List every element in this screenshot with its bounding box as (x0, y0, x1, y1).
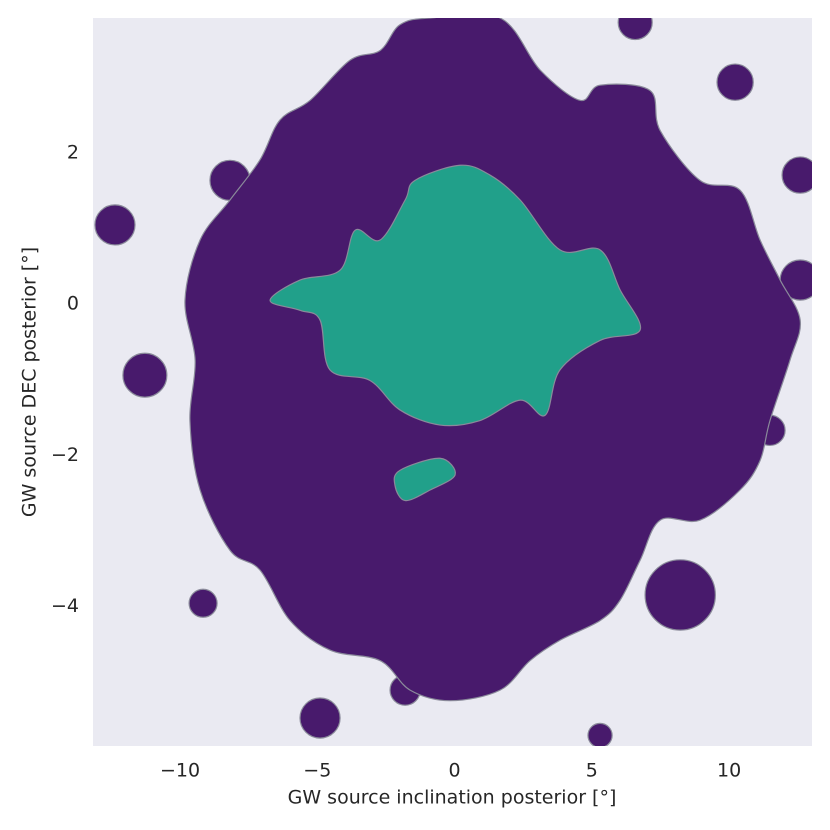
contour-spot (94, 204, 136, 246)
x-tick-label: −5 (303, 760, 331, 782)
plot-area (94, 18, 812, 746)
x-axis-label: GW source inclination posterior [°] (288, 787, 617, 809)
contour-spot (716, 63, 754, 101)
y-tick-label: 0 (67, 293, 79, 315)
contour-spot (781, 156, 812, 194)
y-tick-label: −2 (51, 444, 79, 466)
x-tick-label: 5 (586, 760, 598, 782)
contour-spot (617, 18, 653, 41)
x-tick-label: 10 (717, 760, 741, 782)
x-tick-label: −10 (160, 760, 200, 782)
contour-spot (122, 352, 168, 398)
contour-region (269, 164, 642, 427)
x-tick-label: 0 (449, 760, 461, 782)
contour-spot (644, 559, 716, 631)
contour-spot (587, 722, 613, 746)
y-tick-label: −4 (51, 595, 79, 617)
y-tick-label: 2 (67, 142, 79, 164)
y-axis-label: GW source DEC posterior [°] (19, 247, 41, 517)
contour-spot (188, 588, 218, 618)
contour-region (393, 457, 456, 502)
contour-spot (299, 697, 341, 739)
